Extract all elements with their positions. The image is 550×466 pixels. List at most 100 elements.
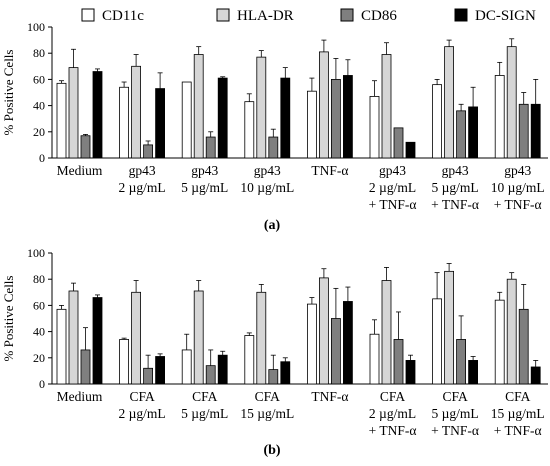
bar: [280, 77, 291, 159]
bar: [456, 110, 467, 159]
bar: [306, 90, 317, 159]
y-tick-label: 80: [33, 46, 45, 60]
category-label: gp43 10 µg/mL + TNF-α: [491, 163, 545, 212]
bar: [494, 75, 505, 159]
bar: [56, 308, 67, 385]
category-label-line: + TNF-α: [494, 197, 542, 212]
category-label-line: gp43: [504, 163, 531, 178]
panel-label: (b): [263, 443, 280, 458]
category-label-line: + TNF-α: [369, 423, 417, 438]
bar: [444, 270, 455, 385]
category-label: TNF-α: [311, 163, 348, 178]
bar: [131, 65, 142, 159]
bar: [393, 339, 404, 385]
category-label-line: 2 µg/mL: [119, 180, 166, 195]
bar: [432, 298, 443, 385]
category-label-line: 5 µg/mL: [181, 180, 228, 195]
y-tick-label: 60: [33, 72, 45, 86]
bar: [205, 136, 216, 159]
y-tick-label: 80: [33, 272, 45, 286]
bar: [468, 360, 479, 385]
bar: [405, 360, 416, 385]
category-label: CFA 5 µg/mL + TNF-α: [431, 389, 479, 438]
category-label: CFA 2 µg/mL + TNF-α: [369, 389, 417, 438]
legend: CD11c HLA-DR CD86 DC-SIGN: [81, 8, 536, 24]
category-label-line: + TNF-α: [431, 423, 479, 438]
bar: [494, 299, 505, 385]
category-label-line: + TNF-α: [431, 197, 479, 212]
legend-label: HLA-DR: [237, 8, 294, 24]
category-label: gp43 5 µg/mL: [181, 163, 228, 195]
category-label-line: CFA: [192, 389, 218, 404]
bar: [155, 356, 166, 385]
category-label: gp43 2 µg/mL: [119, 163, 166, 195]
bar: [193, 290, 204, 385]
bar: [155, 88, 166, 159]
category-label-line: CFA: [505, 389, 531, 404]
bar: [217, 354, 228, 385]
category-label-line: Medium: [57, 389, 103, 404]
category-label-line: 2 µg/mL: [369, 406, 416, 421]
category-label-line: CFA: [129, 389, 155, 404]
bar: [131, 291, 142, 385]
category-label-line: 2 µg/mL: [119, 406, 166, 421]
bar: [530, 366, 541, 385]
bar: [205, 365, 216, 385]
y-tick-label: 0: [39, 377, 45, 391]
bar: [381, 54, 392, 159]
category-label-line: 10 µg/mL: [491, 180, 545, 195]
category-label: Medium: [57, 163, 103, 178]
bar: [244, 101, 255, 159]
legend-label: DC-SIGN: [475, 8, 536, 24]
category-label: CFA 15 µg/mL: [240, 389, 294, 421]
category-label: gp43 5 µg/mL + TNF-α: [431, 163, 479, 212]
chart-panel-b: 0 20 40 60 80 100 % Positive Cells Medium CFA 2 µ…: [1, 246, 548, 458]
bar: [80, 349, 91, 385]
y-tick-label: 0: [39, 151, 45, 165]
bar: [369, 96, 380, 159]
y-tick-label: 60: [33, 298, 45, 312]
bar: [342, 301, 353, 385]
category-label: Medium: [57, 389, 103, 404]
bar: [518, 103, 529, 159]
category-label: TNF-α: [311, 389, 348, 404]
y-tick-label: 40: [33, 325, 45, 339]
bar: [56, 82, 67, 159]
legend-swatch: [216, 8, 230, 22]
bar: [369, 333, 380, 385]
category-label-line: + TNF-α: [494, 423, 542, 438]
category-label-line: TNF-α: [311, 163, 348, 178]
bar: [92, 71, 103, 159]
bar: [530, 103, 541, 159]
category-label: CFA 15 µg/mL + TNF-α: [491, 389, 545, 438]
category-label-line: 15 µg/mL: [491, 406, 545, 421]
bar: [468, 106, 479, 159]
bar: [456, 339, 467, 385]
bar: [506, 46, 517, 159]
chart-panel-a: 0 20 40 60 80 100 % Positive Cells Medium gp43 2 …: [1, 20, 548, 233]
category-label-line: 5 µg/mL: [181, 406, 228, 421]
legend-label: CD11c: [102, 8, 144, 24]
category-label-line: CFA: [255, 389, 281, 404]
bar: [181, 349, 192, 385]
bar: [143, 144, 154, 159]
panel-label: (a): [264, 218, 281, 233]
category-label: CFA 2 µg/mL: [119, 389, 166, 421]
category-label-line: 5 µg/mL: [432, 406, 479, 421]
bar: [506, 278, 517, 385]
bar: [432, 84, 443, 159]
y-tick-label: 20: [33, 125, 45, 139]
bar: [381, 280, 392, 385]
bar: [244, 335, 255, 385]
bar: [318, 277, 329, 385]
bar: [268, 136, 279, 159]
bar: [342, 75, 353, 159]
category-label-line: + TNF-α: [369, 197, 417, 212]
category-label-line: 15 µg/mL: [240, 406, 294, 421]
category-label-line: gp43: [129, 163, 156, 178]
legend-label: CD86: [361, 8, 397, 24]
y-tick-label: 100: [27, 20, 45, 34]
bar: [193, 54, 204, 159]
y-tick-label: 20: [33, 351, 45, 365]
